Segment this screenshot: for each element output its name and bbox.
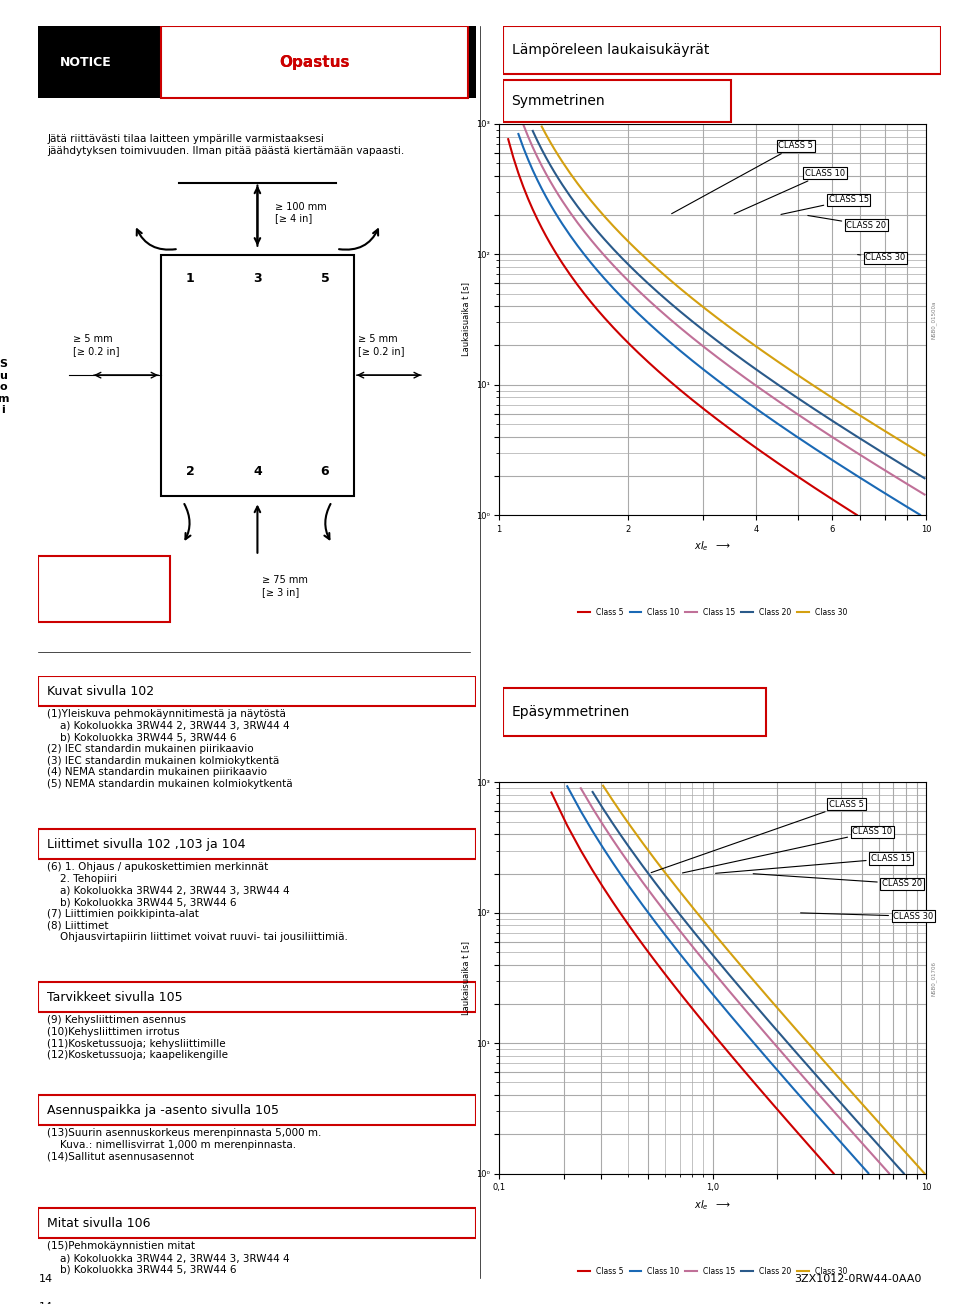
Text: (6) 1. Ohjaus / apukoskettimien merkinnät
    2. Tehopiiri
    a) Kokoluokka 3RW: (6) 1. Ohjaus / apukoskettimien merkinnä… — [47, 862, 348, 941]
Y-axis label: Laukaisuaika t [s]: Laukaisuaika t [s] — [461, 283, 470, 356]
Text: 4: 4 — [253, 466, 262, 479]
Text: S
u
o
m
i: S u o m i — [0, 359, 9, 416]
Text: ≥ 5 mm
[≥ 0.2 in]: ≥ 5 mm [≥ 0.2 in] — [74, 334, 120, 356]
Legend: Class 5, Class 10, Class 15, Class 20, Class 30: Class 5, Class 10, Class 15, Class 20, C… — [575, 1264, 851, 1279]
Y-axis label: Laukaisuaika t [s]: Laukaisuaika t [s] — [461, 941, 470, 1015]
Text: CLASS 5: CLASS 5 — [651, 799, 864, 872]
Text: 14: 14 — [38, 1301, 53, 1304]
FancyBboxPatch shape — [38, 1095, 476, 1125]
Text: 3ZX1012-0RW44-0AA0: 3ZX1012-0RW44-0AA0 — [794, 1274, 922, 1284]
Text: NOTICE: NOTICE — [60, 56, 112, 69]
FancyBboxPatch shape — [38, 1209, 476, 1239]
Text: Tarvikkeet sivulla 105: Tarvikkeet sivulla 105 — [47, 991, 182, 1004]
Text: CLASS 5: CLASS 5 — [672, 141, 813, 214]
Text: Jätä riittävästi tilaa laitteen ympärille varmistaaksesi
jäähdytyksen toimivuude: Jätä riittävästi tilaa laitteen ympärill… — [47, 134, 404, 156]
Legend: Class 5, Class 10, Class 15, Class 20, Class 30: Class 5, Class 10, Class 15, Class 20, C… — [575, 605, 851, 621]
X-axis label: $xI_e$  $\longrightarrow$: $xI_e$ $\longrightarrow$ — [694, 1198, 732, 1211]
Text: Symmetrinen: Symmetrinen — [512, 94, 605, 108]
Text: (1)Yleiskuva pehmokäynnitimestä ja näytöstä
    a) Kokoluokka 3RW44 2, 3RW44 3, : (1)Yleiskuva pehmokäynnitimestä ja näytö… — [47, 709, 293, 789]
Text: Lämpöreleen laukaisukäyrät: Lämpöreleen laukaisukäyrät — [512, 43, 708, 57]
Text: Mitat sivulla 106: Mitat sivulla 106 — [47, 1217, 151, 1230]
FancyBboxPatch shape — [503, 689, 765, 737]
Text: 5: 5 — [321, 273, 329, 286]
Text: Asennuspaikka ja -asento sivulla 105: Asennuspaikka ja -asento sivulla 105 — [47, 1104, 279, 1118]
FancyBboxPatch shape — [0, 309, 25, 459]
FancyBboxPatch shape — [38, 556, 170, 622]
Text: ≥ 75 mm
[≥ 3 in]: ≥ 75 mm [≥ 3 in] — [262, 575, 308, 597]
Text: CLASS 10: CLASS 10 — [683, 827, 893, 872]
Text: ≥ 100 mm
[≥ 4 in]: ≥ 100 mm [≥ 4 in] — [275, 202, 326, 223]
Text: 1: 1 — [185, 273, 194, 286]
Text: Liittimet sivulla 102 ,103 ja 104: Liittimet sivulla 102 ,103 ja 104 — [47, 837, 246, 850]
Text: (9) Kehysliittimen asennus
(10)Kehysliittimen irrotus
(11)Kosketussuoja; kehysli: (9) Kehysliittimen asennus (10)Kehysliit… — [47, 1016, 228, 1060]
FancyBboxPatch shape — [503, 81, 731, 123]
X-axis label: $xI_e$  $\longrightarrow$: $xI_e$ $\longrightarrow$ — [694, 540, 732, 553]
Text: Epäsymmetrinen: Epäsymmetrinen — [512, 705, 630, 720]
FancyBboxPatch shape — [38, 26, 476, 98]
Text: CLASS 15: CLASS 15 — [781, 196, 869, 214]
Text: 6: 6 — [321, 466, 329, 479]
Text: 14: 14 — [38, 1274, 53, 1284]
Text: NSB0_01706: NSB0_01706 — [930, 961, 936, 995]
FancyBboxPatch shape — [161, 26, 468, 98]
FancyBboxPatch shape — [38, 829, 476, 859]
Text: Opastus: Opastus — [279, 55, 349, 69]
Text: 2: 2 — [185, 466, 194, 479]
Text: English: English — [0, 198, 9, 239]
Text: CLASS 15: CLASS 15 — [715, 854, 911, 874]
Text: Opastus: Opastus — [279, 55, 349, 69]
Text: CLASS 30: CLASS 30 — [857, 253, 905, 262]
Text: CLASS 30: CLASS 30 — [801, 911, 933, 921]
Text: 3: 3 — [253, 273, 262, 286]
Text: ≥ 5 mm
[≥ 0.2 in]: ≥ 5 mm [≥ 0.2 in] — [358, 334, 405, 356]
Text: CLASS 10: CLASS 10 — [734, 168, 845, 214]
Text: NSB0_01500a: NSB0_01500a — [930, 300, 936, 339]
Text: Kuvat sivulla 102: Kuvat sivulla 102 — [47, 685, 155, 698]
Text: CLASS 20: CLASS 20 — [754, 874, 923, 888]
FancyBboxPatch shape — [38, 982, 476, 1012]
FancyBboxPatch shape — [38, 675, 476, 707]
Text: (13)Suurin asennuskorkeus merenpinnasta 5,000 m.
    Kuva.: nimellisvirrat 1,000: (13)Suurin asennuskorkeus merenpinnasta … — [47, 1128, 322, 1162]
FancyBboxPatch shape — [0, 159, 25, 279]
Text: (15)Pehmokäynnistien mitat
    a) Kokoluokka 3RW44 2, 3RW44 3, 3RW44 4
    b) Ko: (15)Pehmokäynnistien mitat a) Kokoluokka… — [47, 1241, 290, 1275]
FancyBboxPatch shape — [161, 254, 354, 496]
FancyBboxPatch shape — [503, 26, 941, 74]
Text: CLASS 20: CLASS 20 — [807, 215, 887, 230]
